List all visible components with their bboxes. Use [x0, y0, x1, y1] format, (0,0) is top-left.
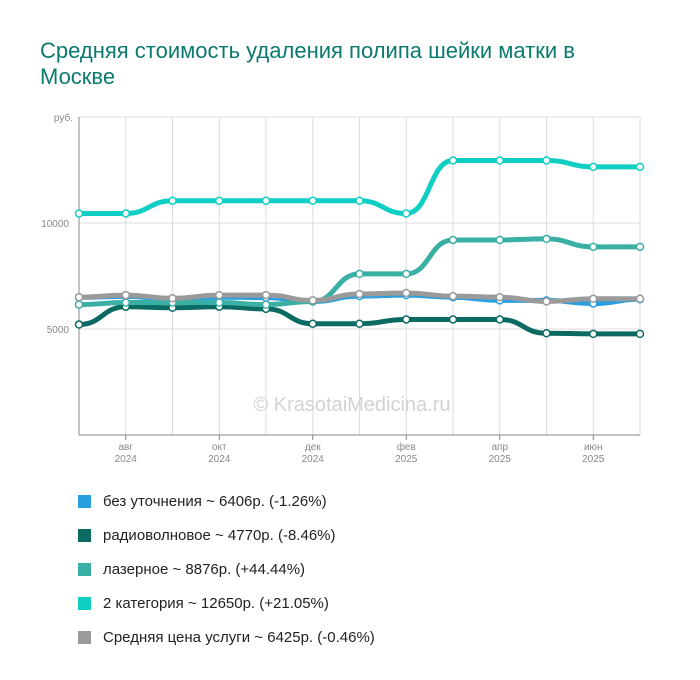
- data-point[interactable]: [542, 156, 551, 165]
- data-point[interactable]: [495, 292, 504, 302]
- legend-label: лазерное ~ 8876р. (+44.44%): [103, 560, 306, 578]
- chart-title: Средняя стоимость удаления полипа шейки …: [40, 38, 575, 89]
- series-group: [74, 234, 645, 309]
- legend-item[interactable]: Средняя цена услуги ~ 6425р. (-0.46%): [78, 620, 375, 654]
- data-point[interactable]: [542, 297, 551, 306]
- data-point[interactable]: [168, 294, 177, 303]
- x-tick-label-month: июн: [584, 442, 603, 453]
- data-point[interactable]: [74, 209, 84, 218]
- line-chart: руб.500010000авг2024окт2024дек2024фев202…: [41, 112, 645, 465]
- data-point[interactable]: [495, 156, 504, 165]
- series-group: [74, 156, 645, 218]
- data-point[interactable]: [308, 196, 317, 205]
- x-tick-label-year: 2024: [115, 454, 138, 465]
- legend-item[interactable]: 2 категория ~ 12650р. (+21.05%): [78, 586, 375, 620]
- x-tick-label-month: дек: [305, 442, 321, 453]
- y-tick-label: 5000: [47, 325, 70, 336]
- data-point[interactable]: [261, 196, 271, 205]
- data-point[interactable]: [355, 319, 364, 328]
- data-point[interactable]: [635, 242, 645, 252]
- data-point[interactable]: [495, 235, 504, 245]
- x-tick-label-month: апр: [491, 442, 508, 453]
- data-point[interactable]: [589, 162, 598, 172]
- x-tick-label-month: фев: [397, 441, 416, 453]
- data-point[interactable]: [542, 234, 551, 244]
- series-group: [74, 288, 645, 306]
- data-point[interactable]: [121, 290, 130, 300]
- x-tick-label-year: 2024: [302, 454, 325, 465]
- data-point[interactable]: [215, 290, 224, 300]
- data-point[interactable]: [261, 300, 271, 309]
- legend-label: радиоволновое ~ 4770р. (-8.46%): [103, 526, 336, 544]
- x-tick-label-year: 2025: [489, 454, 512, 465]
- x-tick-label-year: 2024: [208, 454, 231, 465]
- legend-label: Средняя цена услуги ~ 6425р. (-0.46%): [103, 628, 375, 646]
- data-point[interactable]: [215, 298, 224, 307]
- data-point[interactable]: [635, 162, 645, 172]
- x-tick-label-year: 2025: [395, 454, 418, 465]
- data-point[interactable]: [589, 329, 598, 339]
- data-point[interactable]: [402, 315, 411, 324]
- data-point[interactable]: [589, 242, 598, 252]
- chart-legend: без уточнения ~ 6406р. (-1.26%) радиоволн…: [78, 484, 375, 654]
- data-point[interactable]: [448, 235, 458, 245]
- data-point[interactable]: [74, 320, 84, 329]
- x-tick-label-month: окт: [212, 442, 227, 453]
- y-axis-unit-label: руб.: [54, 112, 73, 124]
- data-point[interactable]: [402, 209, 411, 218]
- chart-axes: руб.500010000авг2024окт2024дек2024фев202…: [41, 112, 640, 465]
- legend-label: 2 категория ~ 12650р. (+21.05%): [103, 594, 329, 612]
- data-point[interactable]: [635, 329, 645, 339]
- legend-swatch: [78, 528, 91, 542]
- data-point[interactable]: [121, 298, 130, 307]
- data-point[interactable]: [355, 269, 364, 279]
- watermark: © KrasotaiMedicina.ru: [253, 394, 450, 416]
- data-point[interactable]: [261, 290, 271, 300]
- data-point[interactable]: [635, 294, 645, 304]
- legend-swatch: [78, 562, 91, 576]
- data-point[interactable]: [589, 294, 598, 304]
- legend-item[interactable]: лазерное ~ 8876р. (+44.44%): [78, 552, 375, 586]
- data-point[interactable]: [121, 209, 130, 218]
- legend-swatch: [78, 494, 91, 508]
- data-point[interactable]: [168, 196, 177, 205]
- data-point[interactable]: [215, 196, 224, 205]
- data-point[interactable]: [542, 328, 551, 338]
- legend-label: без уточнения ~ 6406р. (-1.26%): [103, 492, 327, 510]
- data-point[interactable]: [402, 288, 411, 298]
- data-point[interactable]: [448, 291, 458, 301]
- y-tick-label: 10000: [41, 219, 69, 230]
- data-point[interactable]: [355, 289, 364, 299]
- data-point[interactable]: [308, 296, 317, 305]
- data-point[interactable]: [448, 315, 458, 324]
- x-tick-label-month: авг: [118, 442, 133, 453]
- legend-item[interactable]: без уточнения ~ 6406р. (-1.26%): [78, 484, 375, 518]
- data-point[interactable]: [448, 156, 458, 165]
- legend-item[interactable]: радиоволновое ~ 4770р. (-8.46%): [78, 518, 375, 552]
- data-point[interactable]: [495, 315, 504, 324]
- data-point[interactable]: [74, 300, 84, 309]
- chart-series: [74, 156, 645, 339]
- data-point[interactable]: [402, 269, 411, 279]
- legend-swatch: [78, 630, 91, 644]
- data-point[interactable]: [74, 292, 84, 302]
- legend-swatch: [78, 596, 91, 610]
- x-tick-label-year: 2025: [582, 454, 605, 465]
- data-point[interactable]: [355, 196, 364, 205]
- data-point[interactable]: [308, 319, 317, 328]
